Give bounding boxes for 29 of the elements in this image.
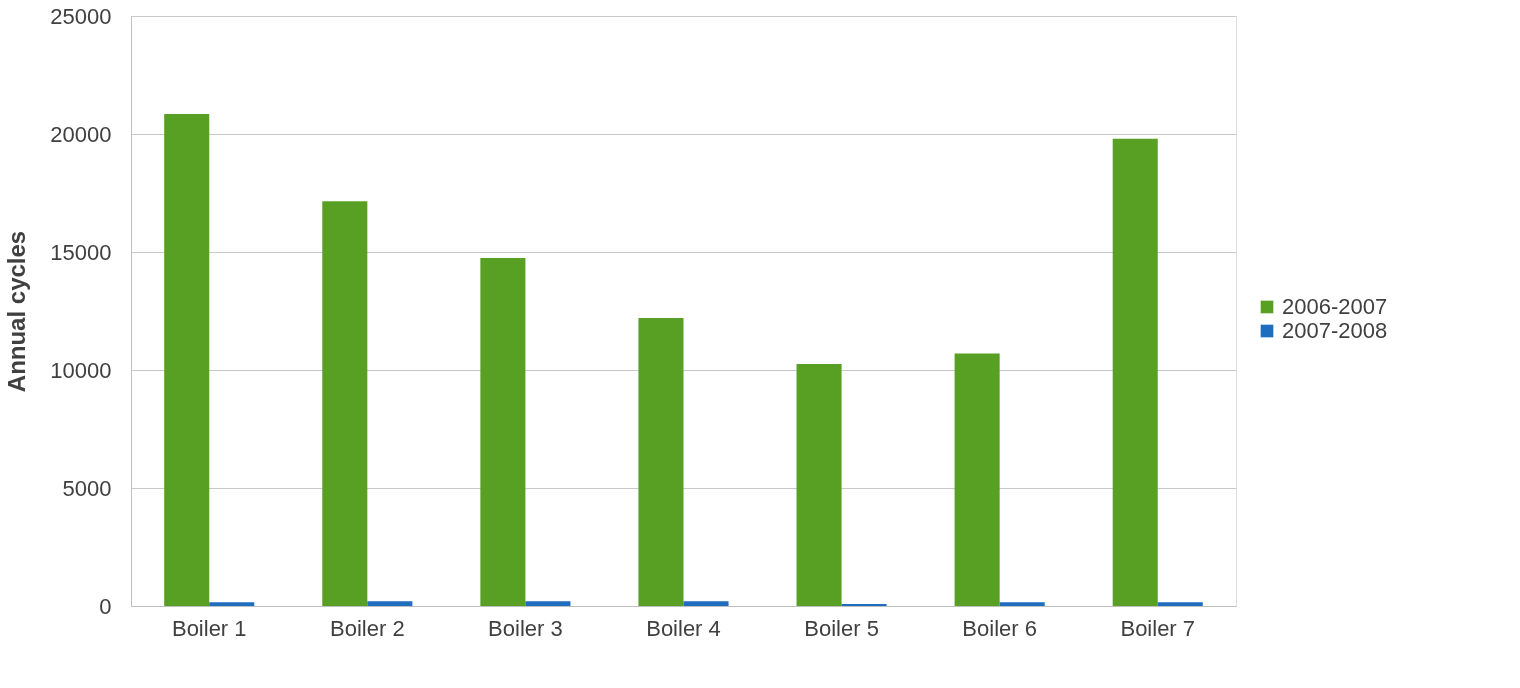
x-tick-label: Boiler 4	[646, 615, 721, 641]
y-axis-title: Annual cycles	[3, 230, 31, 393]
x-tick-label: Boiler 1	[171, 615, 247, 641]
bar	[999, 602, 1045, 606]
bar	[1112, 138, 1158, 606]
x-tick-label: Boiler 6	[962, 615, 1037, 641]
bar	[525, 601, 571, 606]
bar	[1157, 602, 1203, 606]
bar	[367, 601, 413, 606]
legend-label: 2006-2007	[1282, 294, 1388, 319]
x-tick-label: Boiler 7	[1120, 615, 1196, 641]
y-tick-label: 20000	[50, 121, 112, 147]
x-tick-label: Boiler 3	[488, 615, 563, 641]
y-tick-label: 25000	[50, 3, 112, 29]
legend-label: 2007-2008	[1282, 318, 1388, 343]
bar	[164, 113, 210, 606]
bar	[209, 602, 255, 606]
bar	[638, 318, 684, 606]
y-tick-label: 5000	[62, 475, 112, 501]
y-tick-label: 10000	[50, 357, 112, 383]
x-tick-label: Boiler 5	[804, 615, 879, 641]
bar	[954, 353, 1000, 606]
bar	[322, 201, 368, 606]
x-tick-label: Boiler 2	[330, 615, 405, 641]
bar	[480, 257, 526, 606]
y-tick-label: 15000	[50, 239, 112, 265]
bar	[683, 601, 729, 606]
bar	[796, 364, 842, 606]
y-tick-label: 0	[99, 593, 112, 619]
